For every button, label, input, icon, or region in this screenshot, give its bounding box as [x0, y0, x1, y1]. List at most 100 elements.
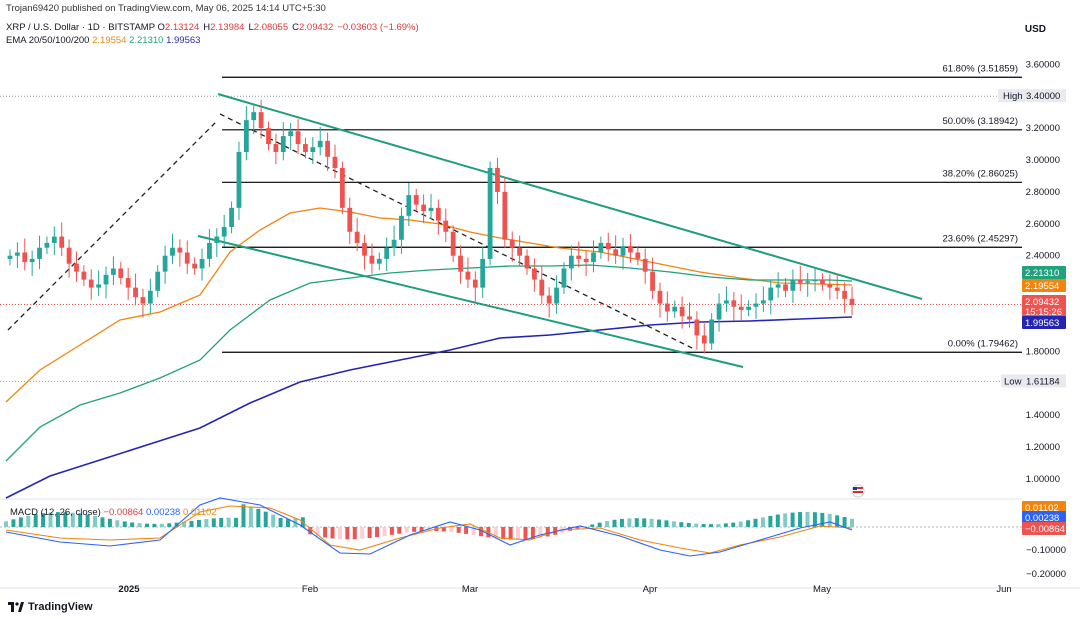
macd-signal-tag-bg — [1022, 511, 1066, 524]
time-tick-label: Mar — [462, 584, 478, 595]
time-tick-label: 2025 — [118, 584, 140, 595]
candle-up — [568, 255, 574, 269]
time-tick-label: May — [813, 584, 831, 595]
macd-histogram-bar — [360, 527, 365, 539]
fib-level-label: 23.60% (2.45297) — [942, 233, 1018, 244]
price-tick-label: 2.80000 — [1026, 187, 1060, 198]
uptrend-dashed-line — [7, 119, 219, 331]
fib-level-label: 0.00% (1.79462) — [948, 338, 1018, 349]
macd-histogram-bar — [568, 527, 572, 531]
symbol-ohlc-line: XRP / U.S. Dollar · 1D · BITSTAMP O2.131… — [6, 22, 423, 33]
tradingview-brand[interactable]: TradingView — [8, 601, 93, 613]
price-tick-label: 1.00000 — [1026, 474, 1060, 485]
macd-histogram-bar — [775, 514, 780, 527]
candle-down — [546, 295, 552, 304]
brand-label: TradingView — [28, 601, 93, 613]
macd-histogram-bar — [553, 527, 558, 535]
macd-histogram-bar — [85, 514, 90, 527]
macd-histogram-bar — [850, 518, 854, 527]
candle-up — [376, 258, 382, 264]
high-value-bg — [1022, 89, 1066, 103]
candle-up — [591, 252, 596, 263]
high-tag-value: 3.40000 — [1026, 91, 1060, 102]
macd-histogram-bar — [508, 527, 513, 540]
candle-down — [509, 239, 515, 248]
time-tick-label: Apr — [643, 584, 658, 595]
macd-histogram-bar — [219, 517, 224, 527]
candle-up — [620, 246, 626, 256]
candle-up — [406, 195, 412, 216]
macd-hist-tag-bg — [1022, 501, 1066, 514]
ema200-tag: 1.99563 — [1025, 318, 1059, 329]
fib-level-label: 38.20% (2.86025) — [942, 168, 1018, 179]
candle-down — [797, 279, 803, 283]
ohlc-value: 2.09432 — [298, 22, 334, 33]
macd-histogram-bar — [256, 508, 261, 527]
macd-histogram-bar — [790, 512, 795, 527]
macd-histogram-bar — [471, 527, 476, 536]
candle-down — [177, 247, 183, 253]
macd-histogram-bar — [33, 514, 38, 527]
macd-histogram-bar — [226, 517, 231, 527]
ema200-line — [5, 316, 853, 499]
candle-down — [22, 252, 28, 263]
time-tick-label: Jun — [996, 584, 1011, 595]
macd-histogram-bar — [679, 522, 684, 527]
time-tick-label: Feb — [302, 584, 318, 595]
candle-down — [524, 255, 530, 269]
macd-histogram-bar — [709, 524, 713, 527]
macd-histogram-bar — [605, 521, 610, 527]
high-tag-bg — [998, 89, 1022, 103]
flag-stripe — [853, 487, 863, 489]
macd-histogram-bar — [738, 521, 743, 527]
macd-histogram-bar — [367, 527, 372, 539]
candle-down — [192, 263, 198, 269]
us-flag-icon — [851, 484, 865, 498]
ema50-tag-bg — [1022, 266, 1066, 279]
macd-histogram-bar — [753, 518, 758, 527]
macd-histogram-bar — [315, 527, 320, 536]
candle-up — [111, 268, 116, 275]
macd-histogram-bar — [4, 521, 8, 527]
candle-down — [576, 255, 582, 259]
macd-label: MACD (12, 26, close) — [10, 507, 101, 518]
macd-histogram-bar — [115, 520, 120, 527]
candle-down — [458, 255, 463, 272]
macd-histogram-bar — [70, 512, 75, 527]
candle-down — [133, 287, 138, 298]
ohlc-label: O — [157, 22, 165, 33]
price-tick-label: 3.20000 — [1026, 123, 1060, 134]
candle-up — [480, 258, 486, 288]
candle-up — [775, 284, 781, 288]
candle-up — [280, 136, 286, 153]
ohlc-label: C — [292, 22, 299, 33]
macd-histogram-bar — [731, 522, 736, 527]
macd-histogram-bar — [716, 523, 721, 527]
ohlc-value: 2.13124 — [164, 22, 200, 33]
macd-histogram-bar — [308, 527, 313, 535]
candle-down — [88, 279, 94, 288]
candle-down — [849, 298, 855, 306]
macd-histogram-bar — [805, 511, 810, 527]
candle-up — [672, 306, 678, 312]
countdown-tag: 15:15:26 — [1025, 307, 1062, 318]
candle-up — [236, 152, 242, 208]
candle-up — [155, 271, 161, 291]
macd-histogram-bar — [204, 519, 209, 527]
candle-down — [517, 247, 523, 256]
candle-up — [214, 236, 220, 243]
candle-up — [760, 300, 766, 304]
ema50-tag: 2.21310 — [1025, 268, 1059, 279]
ema20-tag: 2.19554 — [1025, 281, 1059, 292]
candle-down — [450, 231, 456, 256]
price-tick-label: 1.80000 — [1026, 346, 1060, 357]
candle-up — [391, 239, 397, 248]
candle-down — [258, 112, 264, 129]
candle-up — [288, 131, 294, 137]
macd-histogram-bar — [597, 522, 602, 527]
flag-stripe — [853, 491, 863, 493]
macd-histogram-bar — [493, 527, 498, 539]
price-tick-label: 2.40000 — [1026, 251, 1060, 262]
ohlc-value: −0.03603 (−1.69%) — [337, 22, 419, 33]
